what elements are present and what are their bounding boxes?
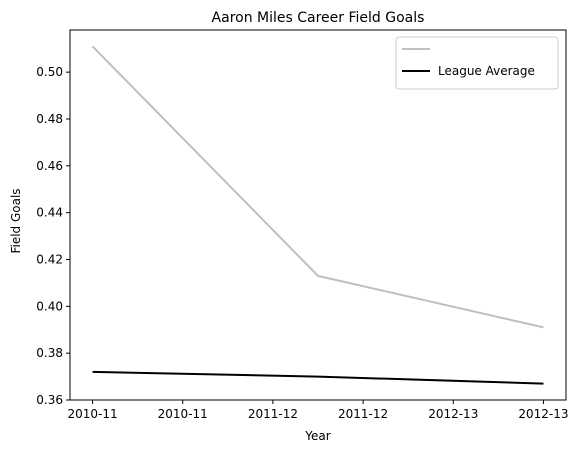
y-tick-label: 0.42 (36, 252, 63, 266)
y-tick-label: 0.50 (36, 65, 63, 79)
legend-box (395, 36, 559, 90)
x-tick-label: 2011-12 (248, 407, 298, 421)
axes-frame (69, 29, 567, 401)
x-tick-label: 2011-12 (338, 407, 388, 421)
x-axis-title: Year (304, 429, 330, 443)
legend: League Average (395, 36, 559, 90)
y-tick-label: 0.40 (36, 299, 63, 313)
y-tick-label: 0.36 (36, 393, 63, 407)
x-tick-label: 2012-13 (428, 407, 478, 421)
y-tick-label: 0.38 (36, 346, 63, 360)
series-line-0 (91, 45, 544, 329)
x-tick-label: 2012-13 (518, 407, 568, 421)
y-tick-label: 0.46 (36, 159, 63, 173)
x-tick-label: 2010-11 (158, 407, 208, 421)
y-tick-label: 0.48 (36, 112, 63, 126)
x-tick-label: 2010-11 (67, 407, 117, 421)
chart-title: Aaron Miles Career Field Goals (212, 10, 425, 26)
y-axis-title: Field Goals (9, 188, 23, 253)
plot-area: 0.36 0.38 0.40 0.42 0.44 0.46 0.48 0.50 2010-11 2… (36, 29, 569, 421)
series-line-1 (92, 370, 544, 385)
y-tick-label: 0.44 (36, 206, 63, 220)
legend-label-1: League Average (438, 64, 535, 78)
